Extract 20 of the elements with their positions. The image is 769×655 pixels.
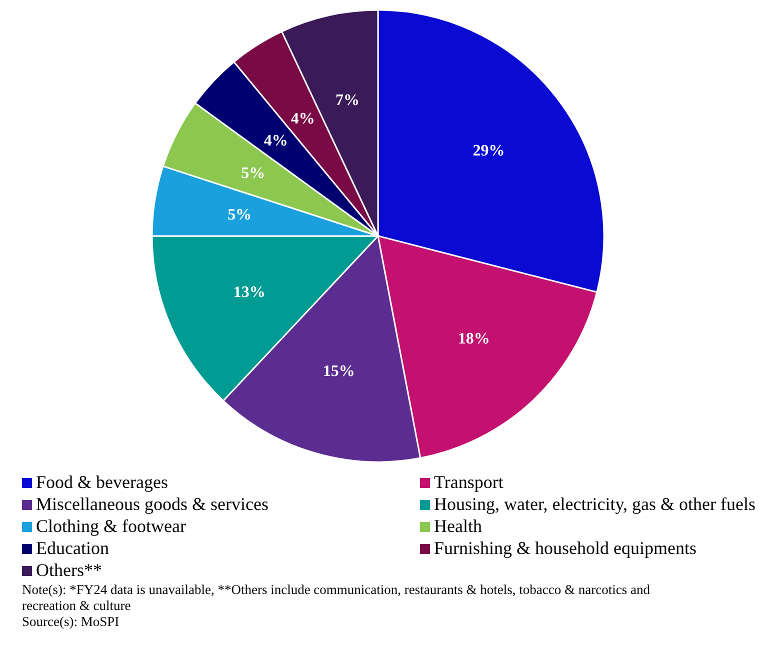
- legend-label: Housing, water, electricity, gas & other fuels: [434, 494, 756, 514]
- data-label: 7%: [335, 92, 360, 109]
- data-label: 18%: [458, 330, 490, 348]
- legend-label: Clothing & footwear: [36, 516, 186, 536]
- data-label: 4%: [290, 110, 315, 128]
- legend-label: Food & beverages: [36, 472, 168, 492]
- data-label: 15%: [322, 363, 355, 380]
- legend-label: Education: [36, 538, 109, 558]
- data-label: 4%: [264, 132, 288, 150]
- text: Note(s): *FY24 data is unavailable, **Others include communication, restaurants & hotels, tobacco & narcotics and recreation & culture: [22, 582, 650, 613]
- legend-label: Furnishing & household equipments: [434, 538, 696, 558]
- data-label: 5%: [228, 206, 252, 224]
- legend-label: Miscellaneous goods & services: [36, 494, 268, 514]
- data-label: 29%: [472, 142, 505, 160]
- legend-label: Others**: [36, 560, 102, 580]
- data-label: 5%: [241, 164, 266, 182]
- source-note: Source(s): MoSPI: [22, 614, 120, 629]
- data-label: 13%: [233, 284, 266, 302]
- legend-label: Health: [434, 516, 482, 536]
- legend-label: Transport: [434, 472, 504, 492]
